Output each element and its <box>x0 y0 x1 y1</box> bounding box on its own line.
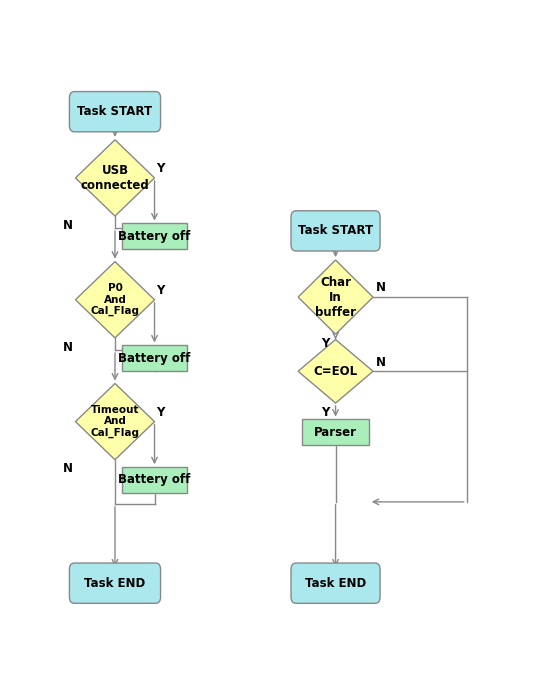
Text: Battery off: Battery off <box>118 230 191 243</box>
FancyBboxPatch shape <box>291 563 380 603</box>
FancyBboxPatch shape <box>291 211 380 251</box>
Polygon shape <box>75 261 155 338</box>
Polygon shape <box>298 339 373 403</box>
Text: Task START: Task START <box>298 224 373 237</box>
Text: N: N <box>376 281 386 294</box>
FancyBboxPatch shape <box>302 420 369 445</box>
FancyBboxPatch shape <box>69 92 161 132</box>
Polygon shape <box>298 260 373 334</box>
Text: N: N <box>63 341 74 354</box>
Text: C=EOL: C=EOL <box>314 365 358 378</box>
Text: Parser: Parser <box>314 426 357 439</box>
Polygon shape <box>75 383 155 460</box>
FancyBboxPatch shape <box>122 467 187 493</box>
Text: Task END: Task END <box>84 577 146 590</box>
Text: USB
connected: USB connected <box>81 164 149 192</box>
Text: N: N <box>63 219 74 232</box>
Text: N: N <box>63 462 74 475</box>
Text: N: N <box>376 356 386 369</box>
Text: Char
In
buffer: Char In buffer <box>315 276 356 319</box>
Text: Y: Y <box>157 284 165 297</box>
Text: Task START: Task START <box>77 105 153 118</box>
Text: Y: Y <box>321 406 329 419</box>
FancyBboxPatch shape <box>122 345 187 371</box>
Text: Battery off: Battery off <box>118 352 191 365</box>
Text: Task END: Task END <box>305 577 366 590</box>
Text: Battery off: Battery off <box>118 473 191 486</box>
Text: Y: Y <box>157 162 165 175</box>
Text: Y: Y <box>321 337 329 350</box>
Text: P0
And
Cal_Flag: P0 And Cal_Flag <box>91 283 140 316</box>
Text: Y: Y <box>157 406 165 419</box>
Text: Timeout
And
Cal_Flag: Timeout And Cal_Flag <box>91 405 140 438</box>
Polygon shape <box>75 140 155 216</box>
FancyBboxPatch shape <box>122 224 187 249</box>
FancyBboxPatch shape <box>69 563 161 603</box>
